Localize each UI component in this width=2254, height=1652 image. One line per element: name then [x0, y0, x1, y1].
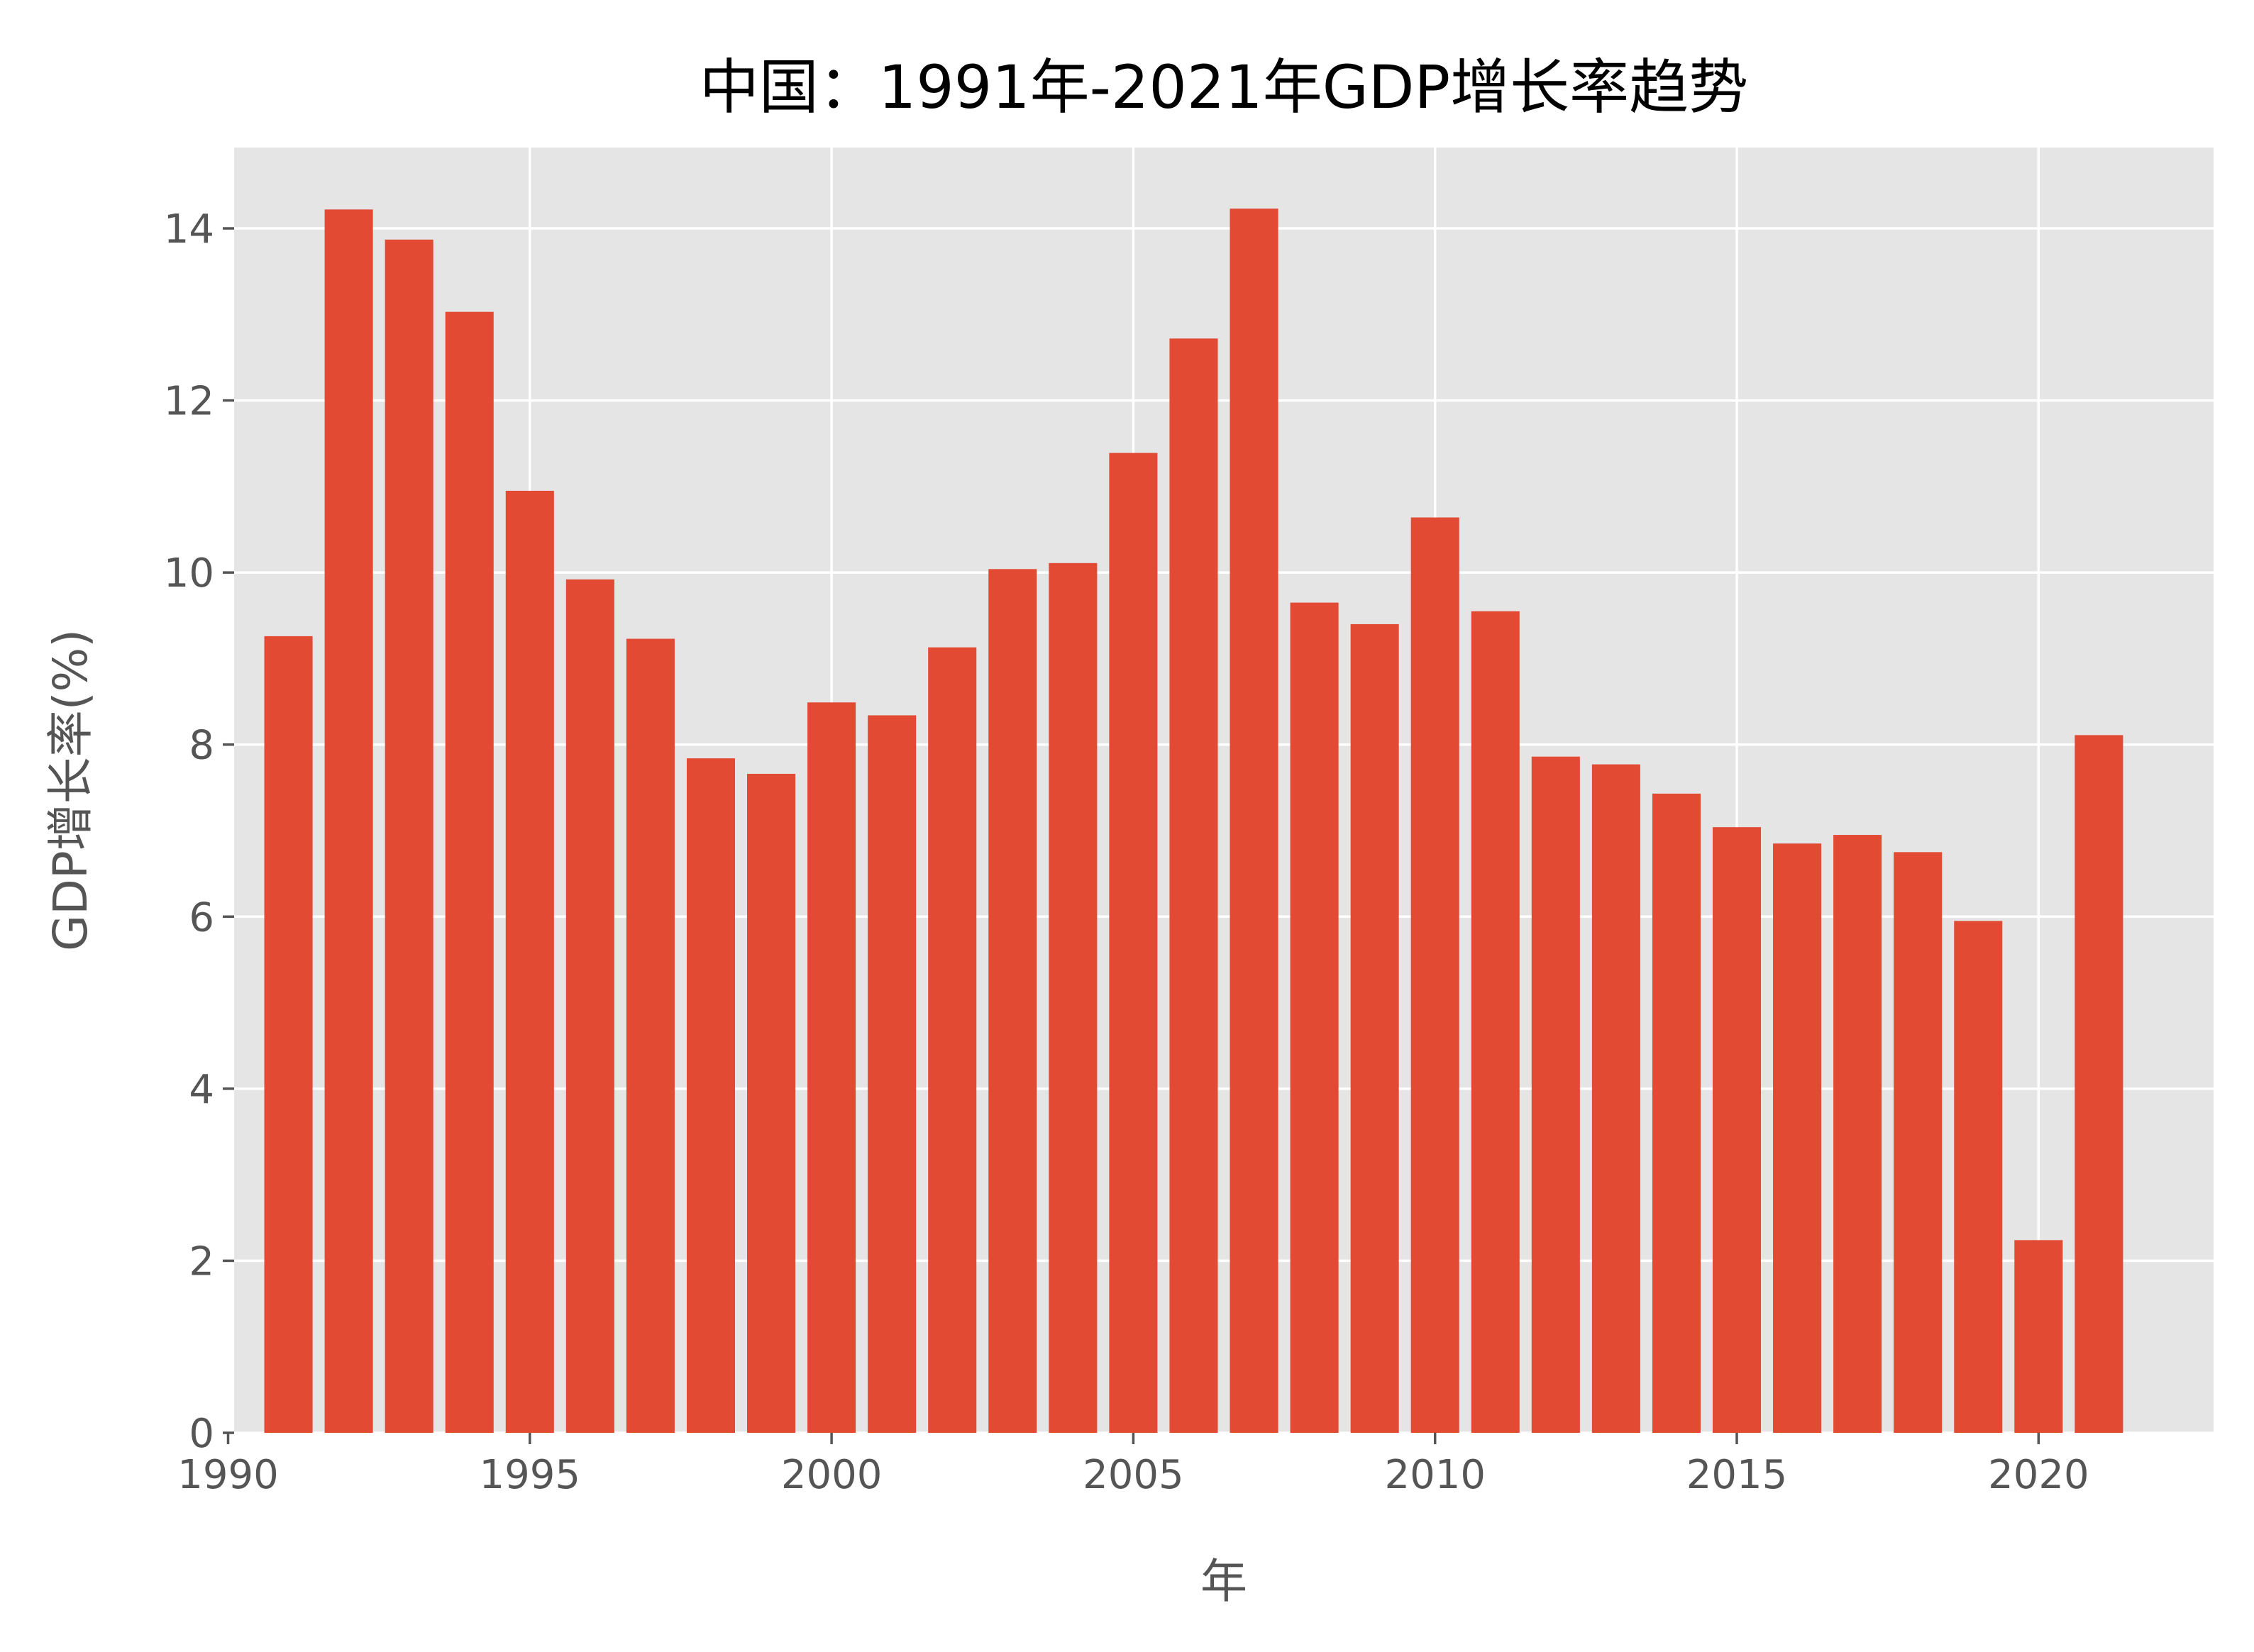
y-tick-label: 2	[189, 1238, 214, 1285]
bar-1992	[324, 209, 373, 1433]
bar-2018	[1894, 852, 1943, 1433]
y-tick-label: 6	[189, 894, 214, 941]
bar-1999	[747, 773, 796, 1433]
y-tick-label: 14	[164, 206, 214, 253]
bar-2005	[1109, 453, 1158, 1433]
bar-2019	[1954, 921, 2003, 1433]
y-tick-label: 12	[164, 379, 214, 425]
bar-2000	[807, 702, 856, 1433]
x-tick-label: 1995	[480, 1452, 581, 1498]
x-tick-label: 2010	[1384, 1452, 1486, 1498]
bar-2004	[1049, 562, 1098, 1433]
bar-2017	[1833, 835, 1882, 1433]
x-tick-label: 2005	[1083, 1452, 1184, 1498]
bar-2008	[1290, 602, 1339, 1433]
bar-2011	[1471, 611, 1520, 1433]
bar-1997	[626, 638, 675, 1434]
plot-area-background	[234, 148, 2214, 1433]
chart-title: 中国：1991年-2021年GDP增长率趋势	[700, 52, 1748, 122]
bar-2002	[928, 647, 977, 1433]
bar-1995	[505, 490, 554, 1433]
bar-1994	[445, 311, 494, 1433]
y-axis-label: GDP增长率(%)	[43, 629, 98, 951]
bar-1998	[686, 758, 736, 1433]
bar-2010	[1410, 517, 1459, 1433]
y-tick-label: 10	[164, 550, 214, 597]
x-tick-label: 1990	[177, 1452, 279, 1498]
bar-2007	[1230, 209, 1278, 1434]
y-tick-label: 8	[189, 723, 214, 769]
bar-1996	[565, 579, 614, 1434]
bar-2006	[1169, 338, 1218, 1433]
y-tick-label: 4	[189, 1067, 214, 1113]
bar-2012	[1531, 756, 1580, 1433]
bar-2003	[988, 569, 1037, 1434]
bar-2015	[1712, 827, 1762, 1433]
y-axis-ticks: 0 2 4 6 8 10 12 14	[164, 206, 234, 1457]
bar-2001	[868, 715, 917, 1433]
bar-2013	[1591, 764, 1640, 1433]
bar-2009	[1350, 623, 1399, 1433]
x-tick-label: 2000	[781, 1452, 883, 1498]
x-tick-label: 2015	[1686, 1452, 1788, 1498]
x-tick-label: 2020	[1988, 1452, 2089, 1498]
bar-1993	[385, 239, 433, 1433]
bar-2014	[1652, 793, 1701, 1433]
y-tick-label: 0	[189, 1411, 214, 1457]
bars	[264, 209, 2123, 1434]
x-axis-label: 年	[1200, 1554, 1247, 1609]
bar-2020	[2014, 1240, 2063, 1433]
bar-2021	[2075, 735, 2123, 1433]
bar-2016	[1773, 843, 1822, 1433]
x-axis-ticks: 1990 1995 2000 2005 2010 2015 2020	[177, 1433, 2089, 1498]
bar-1991	[264, 636, 313, 1433]
